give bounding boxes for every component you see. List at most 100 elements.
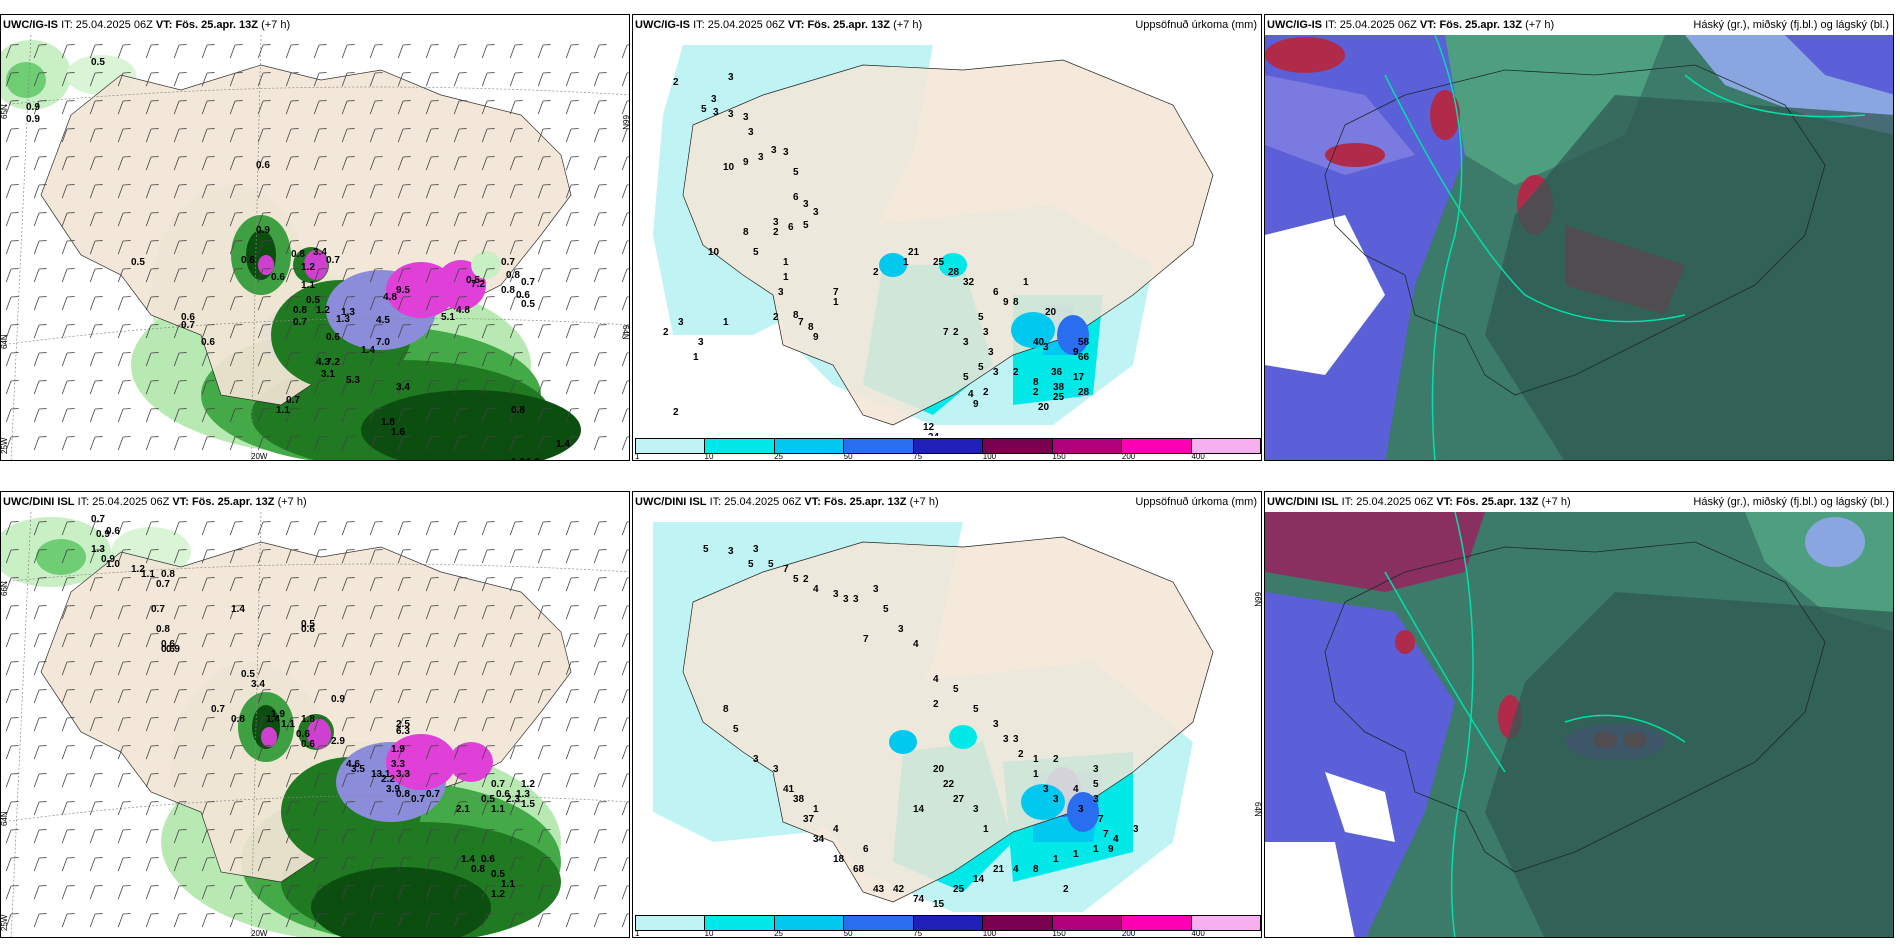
- colorbar-tick: 100: [982, 452, 997, 461]
- wind-barb: [117, 605, 131, 620]
- map-value-label: 0.6: [256, 160, 270, 171]
- wind-barb: [369, 128, 383, 143]
- wind-barb: [453, 633, 467, 648]
- wind-barb: [453, 380, 467, 395]
- wind-barb: [89, 857, 103, 872]
- wind-barb: [201, 829, 215, 844]
- wind-barb: [117, 689, 131, 704]
- wind-barb: [201, 521, 215, 536]
- vt-time: Fös. 25.apr. 13Z: [1455, 496, 1539, 508]
- wind-barb: [453, 352, 467, 367]
- colorbar-swatch: [1122, 439, 1192, 453]
- map-value-label: 14: [973, 874, 985, 885]
- wind-barb: [173, 633, 187, 648]
- wind-barb: [621, 745, 629, 760]
- wind-barb: [565, 913, 579, 928]
- map-value-label: 2: [873, 267, 879, 278]
- map-value-label: 2.1: [456, 804, 470, 815]
- wind-barb: [565, 717, 579, 732]
- map-value-label: 22: [943, 779, 955, 790]
- wind-barb: [173, 577, 187, 592]
- map-value-label: 3: [728, 72, 734, 83]
- wind-barb: [453, 577, 467, 592]
- wind-barb: [509, 128, 523, 143]
- wind-barb: [397, 240, 411, 255]
- wind-barb: [397, 128, 411, 143]
- wind-barb: [61, 240, 75, 255]
- wind-barb: [313, 605, 327, 620]
- wind-barb: [229, 605, 243, 620]
- wind-barb: [173, 801, 187, 816]
- wind-barb: [89, 717, 103, 732]
- wind-barb: [61, 773, 75, 788]
- wind-barb: [621, 380, 629, 395]
- wind-barb: [509, 773, 523, 788]
- map-value-label: 4: [833, 824, 839, 835]
- colorbar-swatch: [636, 916, 706, 930]
- wind-barb: [201, 913, 215, 928]
- wind-barb: [313, 521, 327, 536]
- wind-barb: [229, 801, 243, 816]
- wind-barb: [257, 44, 271, 59]
- wind-barb: [593, 829, 607, 844]
- wind-barb: [565, 857, 579, 872]
- wind-barb: [313, 44, 327, 59]
- wind-barb: [341, 156, 355, 171]
- wind-barb: [33, 240, 47, 255]
- wind-barb: [145, 773, 159, 788]
- map-value-label: 68: [853, 864, 865, 875]
- wind-barb: [593, 857, 607, 872]
- wind-barb: [257, 352, 271, 367]
- vt-label: VT:: [155, 19, 173, 31]
- wind-barb: [33, 661, 47, 676]
- wind-barb: [565, 240, 579, 255]
- wind-barb: [509, 324, 523, 339]
- map-value-label: 3: [748, 127, 754, 138]
- wind-barb: [341, 885, 355, 900]
- colorbar-tick: 150: [1052, 452, 1066, 461]
- map-value-label: 1: [983, 824, 989, 835]
- wind-barb: [285, 549, 299, 564]
- map-value-label: 0.9: [331, 694, 345, 705]
- map-value-label: 2: [983, 387, 989, 398]
- map-value-label: 28: [948, 267, 960, 278]
- wind-barb: [145, 801, 159, 816]
- wind-barb: [229, 717, 243, 732]
- wind-barb: [173, 829, 187, 844]
- map-value-label: 8: [1033, 377, 1039, 388]
- wind-barb: [593, 717, 607, 732]
- grid-label: 64N: [1253, 802, 1262, 817]
- it-label: IT:: [77, 496, 90, 508]
- wind-barb: [425, 605, 439, 620]
- map-value-label: 3: [1093, 794, 1099, 805]
- wind-barb: [425, 633, 439, 648]
- wind-barb: [537, 605, 551, 620]
- wind-barb: [425, 829, 439, 844]
- map-value-label: 0.7: [501, 257, 515, 268]
- map-value-label: 37: [803, 814, 815, 825]
- precip-value-labels: 2335333310933356336510853132312112113287…: [663, 72, 1090, 448]
- wind-barb: [89, 829, 103, 844]
- wind-barb: [285, 857, 299, 872]
- wind-barb: [509, 829, 523, 844]
- wind-barb: [509, 184, 523, 199]
- map-value-label: 1.8: [381, 417, 395, 428]
- wind-barb: [481, 577, 495, 592]
- wind-barb: [481, 380, 495, 395]
- map-value-label: 5: [973, 704, 979, 715]
- wind-barb: [201, 689, 215, 704]
- wind-barb: [565, 745, 579, 760]
- wind-barb: [425, 240, 439, 255]
- wind-barb: [145, 605, 159, 620]
- map-value-label: 10: [723, 162, 735, 173]
- map-value-label: 3: [993, 719, 999, 730]
- wind-barb: [509, 268, 523, 283]
- wind-barb: [593, 521, 607, 536]
- wind-barb: [285, 212, 299, 227]
- wind-barb: [89, 268, 103, 283]
- vt-label: VT:: [787, 19, 805, 31]
- wind-barb: [621, 100, 629, 115]
- map-value-label: 2.2: [381, 774, 395, 785]
- wind-barb: [509, 521, 523, 536]
- wind-barb: [593, 885, 607, 900]
